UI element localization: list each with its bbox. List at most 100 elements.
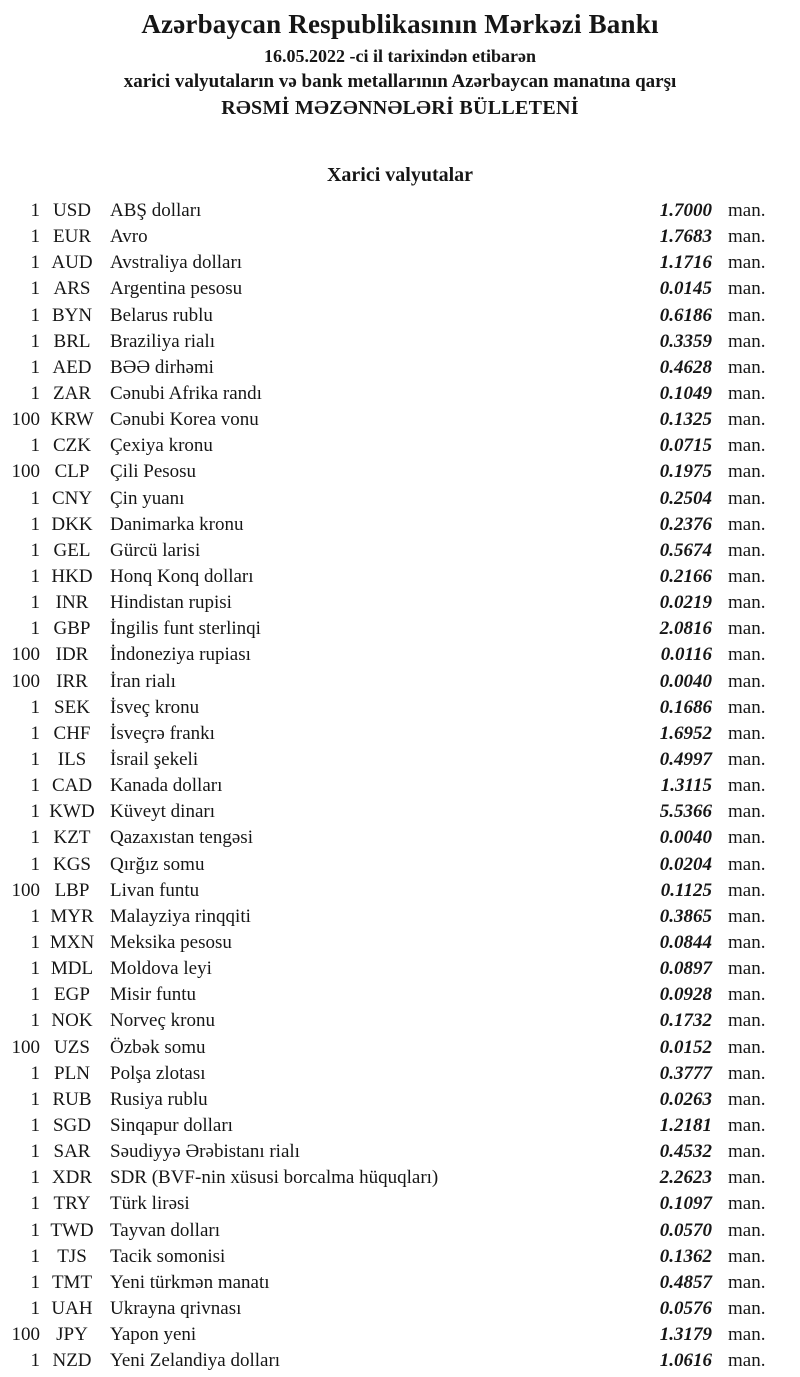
- rate-value: 0.0897: [659, 958, 712, 980]
- nominal-value: 1: [30, 1271, 41, 1293]
- bulletin-header: Azərbaycan Respublikasının Mərkəzi Bankı…: [0, 0, 800, 122]
- nominal-value: 1: [30, 200, 41, 222]
- rate-value: 0.0040: [659, 827, 712, 849]
- currency-name: Rusiya rublu: [110, 1088, 208, 1110]
- currency-name: Kanada dolları: [110, 775, 223, 797]
- rate-value: 0.1686: [659, 696, 712, 718]
- currency-code: TJS: [57, 1245, 87, 1267]
- currency-code: NZD: [52, 1350, 92, 1372]
- nominal-value: 1: [30, 330, 41, 352]
- rate-value: 0.6186: [659, 304, 712, 326]
- currency-code: INR: [55, 592, 89, 614]
- nominal-value: 1: [30, 1010, 41, 1032]
- currency-code: SEK: [54, 696, 90, 718]
- rate-row: 1 TJS Tacik somonisi 0.1362 man.: [0, 1244, 800, 1270]
- unit-label: man.: [728, 1193, 766, 1215]
- currency-code: IDR: [55, 644, 89, 666]
- nominal-value: 1: [30, 1167, 41, 1189]
- unit-label: man.: [728, 905, 766, 927]
- nominal-value: 1: [30, 1297, 41, 1319]
- nominal-value: 1: [30, 1088, 41, 1110]
- rate-row: 1 PLN Polşa zlotası 0.3777 man.: [0, 1061, 800, 1087]
- nominal-value: 1: [30, 592, 41, 614]
- rate-row: 1 XDR SDR (BVF-nin xüsusi borcalma hüquq…: [0, 1165, 800, 1191]
- rate-row: 1 TRY Türk lirəsi 0.1097 man.: [0, 1191, 800, 1217]
- currency-code: ARS: [53, 278, 91, 300]
- rate-row: 1 EUR Avro 1.7683 man.: [0, 224, 800, 250]
- unit-label: man.: [728, 1036, 766, 1058]
- currency-code: BRL: [53, 330, 91, 352]
- currency-code: CLP: [54, 461, 90, 483]
- nominal-value: 1: [30, 383, 41, 405]
- rate-value: 0.4857: [659, 1271, 712, 1293]
- currency-name: İran rialı: [110, 670, 176, 692]
- rate-row: 100 IDR İndoneziya rupiası 0.0116 man.: [0, 642, 800, 668]
- currency-name: Tacik somonisi: [110, 1245, 226, 1267]
- rate-row: 1 ILS İsrail şekeli 0.4997 man.: [0, 747, 800, 773]
- unit-label: man.: [728, 696, 766, 718]
- currency-code: KZT: [53, 827, 91, 849]
- rate-value: 2.0816: [659, 618, 712, 640]
- unit-label: man.: [728, 618, 766, 640]
- currency-name: Qazaxıstan tengəsi: [110, 827, 253, 849]
- nominal-value: 1: [30, 487, 41, 509]
- nominal-value: 100: [11, 409, 41, 431]
- rate-row: 1 KWD Küveyt dinarı 5.5366 man.: [0, 799, 800, 825]
- rate-value: 1.7000: [659, 200, 712, 222]
- nominal-value: 1: [30, 356, 41, 378]
- unit-label: man.: [728, 1297, 766, 1319]
- currency-code: AED: [52, 356, 92, 378]
- unit-label: man.: [728, 827, 766, 849]
- currency-name: Sinqapur dolları: [110, 1114, 233, 1136]
- rate-value: 0.0570: [659, 1219, 712, 1241]
- unit-label: man.: [728, 383, 766, 405]
- rate-row: 1 TWD Tayvan dolları 0.0570 man.: [0, 1217, 800, 1243]
- rate-row: 100 LBP Livan funtu 0.1125 man.: [0, 878, 800, 904]
- unit-label: man.: [728, 1324, 766, 1346]
- rate-value: 0.2166: [659, 566, 712, 588]
- bulletin-title: RƏSMİ MƏZƏNNƏLƏRİ BÜLLETENİ: [221, 97, 579, 119]
- currency-name: Hindistan rupisi: [110, 592, 232, 614]
- rate-row: 1 SAR Səudiyyə Ərəbistanı rialı 0.4532 m…: [0, 1139, 800, 1165]
- unit-label: man.: [728, 435, 766, 457]
- currency-code: HKD: [51, 566, 93, 588]
- rate-value: 2.2623: [659, 1167, 712, 1189]
- nominal-value: 1: [30, 618, 41, 640]
- nominal-value: 1: [30, 853, 41, 875]
- unit-label: man.: [728, 853, 766, 875]
- unit-label: man.: [728, 1114, 766, 1136]
- rate-value: 0.4532: [659, 1141, 712, 1163]
- nominal-value: 1: [30, 932, 41, 953]
- rate-value: 0.3777: [659, 1062, 712, 1084]
- rate-row: 1 KGS Qırğız somu 0.0204 man.: [0, 852, 800, 878]
- rate-row: 100 IRR İran rialı 0.0040 man.: [0, 669, 800, 695]
- rate-row: 1 EGP Misir funtu 0.0928 man.: [0, 982, 800, 1008]
- currency-code: ZAR: [53, 383, 91, 405]
- nominal-value: 1: [30, 252, 41, 274]
- rate-row: 1 AUD Avstraliya dolları 1.1716 man.: [0, 250, 800, 276]
- rate-value: 0.1125: [660, 879, 712, 901]
- nominal-value: 100: [11, 1036, 41, 1058]
- currency-name: Argentina pesosu: [110, 278, 243, 300]
- unit-label: man.: [728, 749, 766, 771]
- currency-code: CZK: [53, 435, 91, 457]
- currency-name: Çexiya kronu: [110, 435, 213, 457]
- rate-value: 1.2181: [659, 1114, 712, 1136]
- subject-line: xarici valyutaların və bank metallarının…: [123, 71, 677, 92]
- rate-value: 0.3865: [659, 905, 712, 927]
- unit-label: man.: [728, 1010, 766, 1032]
- nominal-value: 1: [30, 905, 41, 927]
- currency-code: KRW: [50, 409, 94, 431]
- currency-code: GEL: [53, 539, 91, 561]
- currency-name: Ukrayna qrivnası: [110, 1297, 242, 1319]
- currency-name: Özbək somu: [110, 1036, 206, 1058]
- unit-label: man.: [728, 566, 766, 588]
- rate-row: 1 DKK Danimarka kronu 0.2376 man.: [0, 512, 800, 538]
- nominal-value: 1: [30, 696, 41, 718]
- rate-value: 1.3115: [660, 775, 712, 797]
- rate-value: 0.1975: [659, 461, 712, 483]
- currency-name: Cənubi Afrika randı: [110, 383, 262, 405]
- rate-value: 0.0844: [659, 932, 712, 953]
- unit-label: man.: [728, 252, 766, 274]
- nominal-value: 1: [30, 749, 41, 771]
